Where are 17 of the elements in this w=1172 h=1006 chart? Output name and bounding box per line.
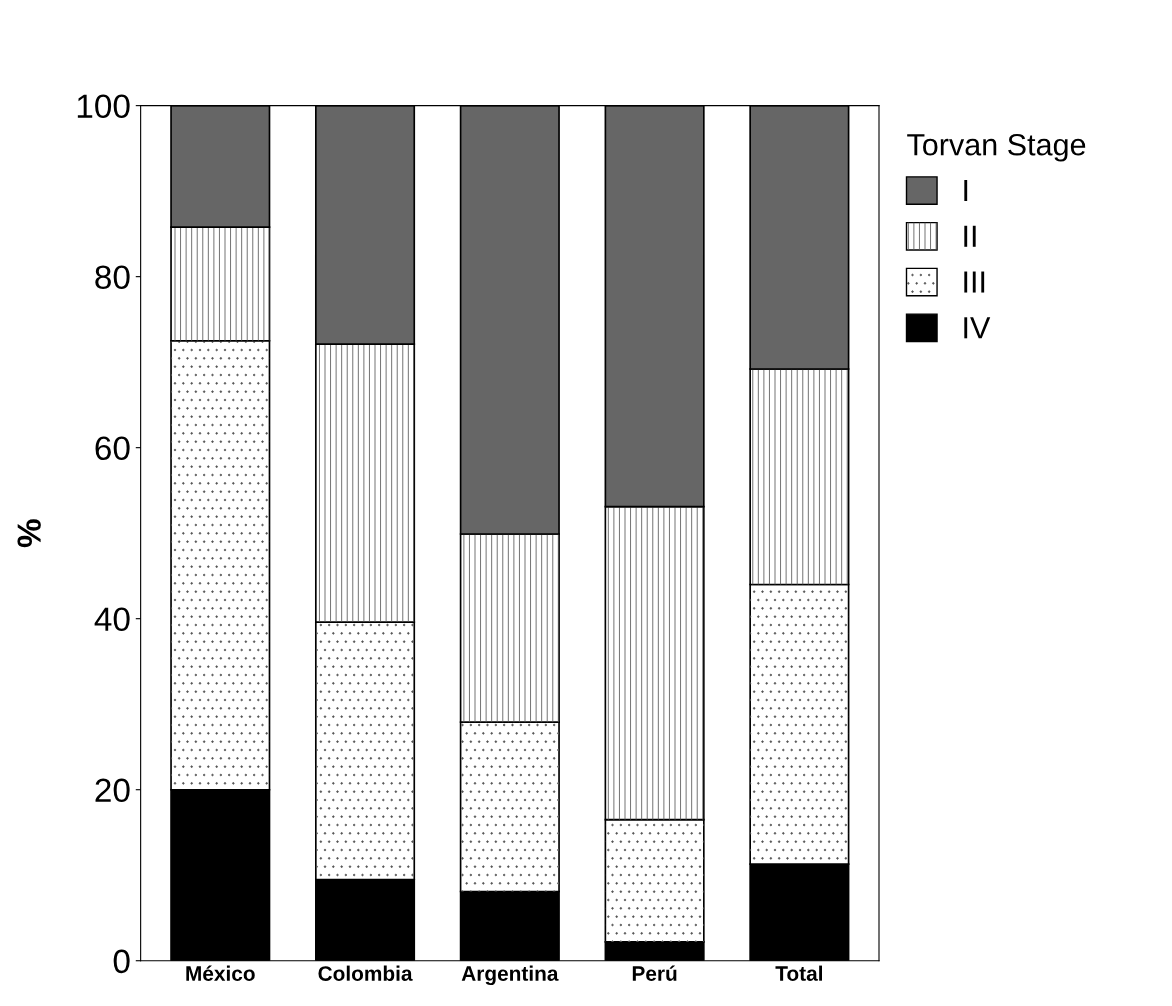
- y-axis-title: %: [17, 519, 41, 548]
- y-tick-label: 20: [95, 778, 130, 803]
- x-tick-label: Argentina: [461, 965, 559, 986]
- y-tick-label: 100: [77, 94, 130, 119]
- legend-label: I: [964, 180, 968, 202]
- x-tick-label: México: [186, 965, 255, 981]
- legend-label: II: [964, 225, 976, 247]
- x-tick-label: Total: [775, 965, 823, 981]
- legend-title: Torvan Stage: [907, 133, 1086, 162]
- x-tick-label: Perú: [632, 965, 677, 981]
- x-tick-label: Colombia: [318, 965, 413, 981]
- legend-label: III: [964, 271, 985, 293]
- y-tick-label: 80: [95, 265, 130, 290]
- y-tick-label: 60: [95, 436, 130, 461]
- y-tick-label: 40: [94, 607, 130, 632]
- legend-label: IV: [964, 317, 991, 339]
- y-tick-label: 0: [113, 949, 130, 974]
